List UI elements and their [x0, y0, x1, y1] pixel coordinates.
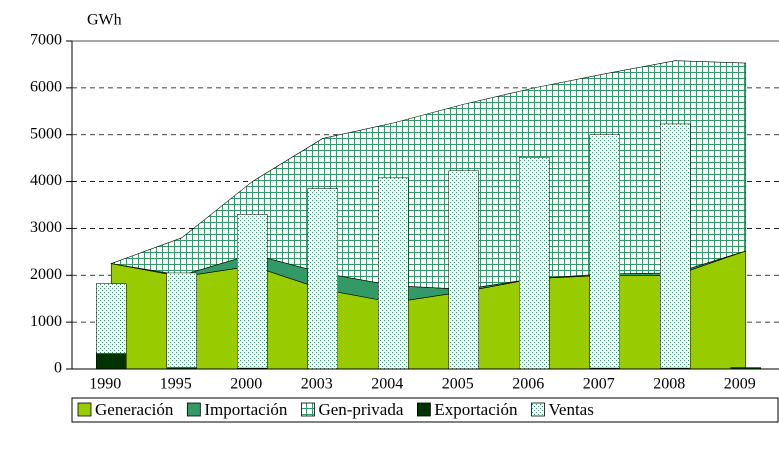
legend-label: Gen-privada — [318, 400, 403, 419]
legend-swatch — [77, 402, 92, 417]
x-tick-label: 1990 — [89, 376, 121, 393]
legend-swatch — [186, 402, 201, 417]
legend-swatch — [417, 402, 431, 417]
bar — [448, 170, 479, 370]
y-tick-label: 2000 — [30, 266, 62, 283]
bar — [96, 283, 127, 354]
bar — [166, 272, 197, 368]
legend-swatch — [531, 402, 545, 417]
x-tick-label: 2005 — [442, 376, 474, 393]
legend-label: Importación — [204, 400, 288, 419]
x-tick-label: 2000 — [230, 376, 262, 393]
y-tick-label: 3000 — [30, 219, 62, 236]
bar — [96, 353, 127, 370]
x-tick-label: 2006 — [512, 376, 544, 393]
bar — [589, 134, 620, 369]
x-tick-label: 2009 — [724, 376, 756, 393]
y-tick-label: 6000 — [30, 79, 62, 96]
bar — [378, 177, 409, 370]
y-tick-label: 0 — [54, 360, 62, 377]
y-tick-label: 4000 — [30, 172, 62, 189]
bar — [307, 188, 338, 370]
x-tick-label: 2004 — [371, 376, 403, 393]
bar — [519, 156, 550, 370]
x-tick-label: 1995 — [160, 376, 192, 393]
area — [110, 60, 747, 290]
y-axis-label: GWh — [87, 12, 122, 29]
x-tick-label: 2008 — [653, 376, 685, 393]
y-tick-label: 1000 — [30, 313, 62, 330]
bar — [660, 123, 691, 369]
legend-swatch — [301, 402, 315, 417]
legend-label: Ventas — [549, 400, 594, 419]
legend-label: Generación — [95, 400, 174, 419]
x-tick-label: 2003 — [301, 376, 333, 393]
legend-label: Exportación — [434, 400, 518, 419]
x-tick-label: 2007 — [583, 376, 615, 393]
bar — [237, 214, 268, 369]
y-tick-label: 7000 — [30, 32, 62, 49]
y-tick-label: 5000 — [30, 125, 62, 142]
